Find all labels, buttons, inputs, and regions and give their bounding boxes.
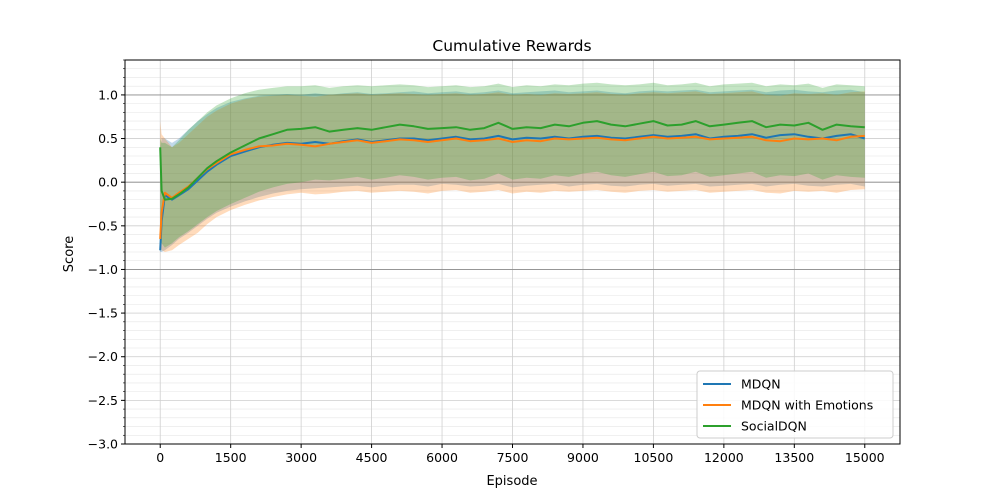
x-tick-label: 1500 [215, 450, 247, 465]
y-tick-label: −0.5 [88, 218, 118, 233]
y-tick-label: 0.5 [98, 131, 118, 146]
reference-lines [125, 94, 900, 270]
x-tick-label: 13500 [774, 450, 814, 465]
x-tick-label: 9000 [567, 450, 599, 465]
x-tick-label: 7500 [497, 450, 529, 465]
y-tick-label: −2.5 [88, 393, 118, 408]
legend-label: SocialDQN [741, 419, 807, 434]
x-tick-label: 12000 [704, 450, 744, 465]
legend-label: MDQN with Emotions [741, 398, 873, 413]
y-tick-label: −3.0 [88, 437, 118, 452]
x-tick-label: 4500 [356, 450, 388, 465]
y-tick-label: −1.0 [88, 262, 118, 277]
y-tick-label: −1.5 [88, 306, 118, 321]
legend-box [696, 370, 894, 439]
x-axis-label: Episode [486, 474, 537, 489]
y-tick-label: −2.0 [88, 349, 118, 364]
x-tick-label: 10500 [634, 450, 674, 465]
x-tick-label: 0 [156, 450, 164, 465]
y-axis-ticks: −3.0 −2.5 −2.0 −1.5 −1.0 −0.5 0.0 0.5 1.0 [88, 59, 125, 452]
series-lines [159, 120, 866, 251]
legend-label: MDQN [741, 377, 781, 392]
series-line [159, 133, 866, 251]
chart-title: Cumulative Rewards [432, 37, 591, 55]
series-line [159, 120, 865, 201]
legend: MDQN MDQN with Emotions SocialDQN [696, 370, 894, 439]
confidence-band [160, 82, 865, 248]
x-tick-label: 3000 [285, 450, 317, 465]
x-axis-ticks: 0 1500 3000 4500 6000 7500 9000 10500 12000 13500… [156, 444, 885, 465]
y-tick-label: 0.0 [98, 175, 118, 190]
x-tick-label: 15000 [845, 450, 885, 465]
series-line [159, 134, 865, 239]
y-tick-label: 1.0 [98, 87, 118, 102]
y-axis-label: Score [62, 236, 77, 272]
x-tick-label: 6000 [426, 450, 458, 465]
